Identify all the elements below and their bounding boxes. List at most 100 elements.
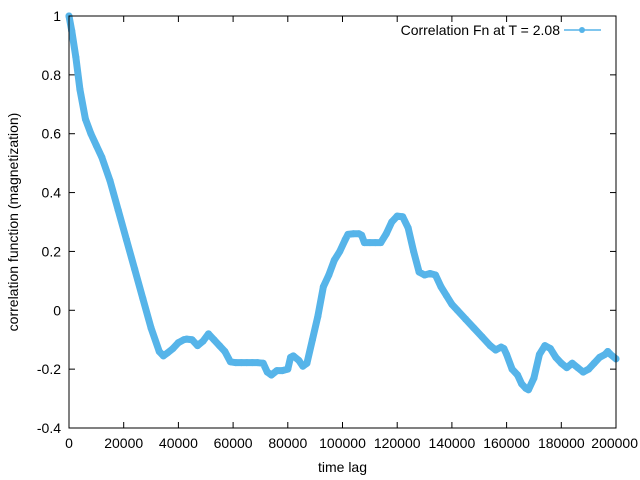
data-point: [518, 380, 526, 388]
data-point: [448, 300, 456, 308]
data-point: [106, 177, 114, 185]
y-tick-label: 0.4: [42, 185, 62, 201]
plot-frame: [68, 15, 617, 429]
data-point: [330, 256, 338, 264]
data-point: [607, 350, 615, 358]
data-point: [336, 247, 344, 255]
data-point: [541, 342, 549, 350]
data-point: [366, 239, 374, 247]
x-tick-label: 60000: [214, 435, 253, 451]
data-point: [163, 349, 171, 357]
data-point: [308, 336, 316, 344]
x-tick-label: 120000: [374, 435, 421, 451]
x-tick-label: 100000: [319, 435, 366, 451]
y-tick-label: 0.8: [42, 67, 62, 83]
data-point: [284, 365, 292, 373]
data-point: [226, 358, 234, 366]
data-point: [399, 213, 407, 221]
x-tick-label: 180000: [538, 435, 585, 451]
data-point: [382, 230, 390, 238]
data-point: [393, 212, 401, 220]
legend-label: Correlation Fn at T = 2.08: [401, 22, 561, 38]
data-point: [131, 265, 139, 273]
x-tick-label: 160000: [483, 435, 530, 451]
data-point: [349, 230, 357, 238]
x-tick-label: 40000: [159, 435, 198, 451]
data-point: [139, 295, 147, 303]
data-point: [204, 330, 212, 338]
x-tick-labels: 0 20000 40000 60000 80000 100000 120000 140000 1…: [65, 435, 638, 451]
data-point: [462, 315, 470, 323]
data-point: [243, 359, 251, 367]
data-point: [470, 324, 478, 332]
x-tick-label: 200000: [591, 435, 638, 451]
y-tick-label: -0.2: [37, 361, 61, 377]
data-point: [237, 359, 245, 367]
data-point: [215, 342, 223, 350]
data-point: [147, 324, 155, 332]
data-point: [194, 342, 202, 350]
data-point: [574, 364, 582, 372]
data-point: [169, 345, 177, 353]
data-point: [568, 359, 576, 367]
data-point: [514, 371, 522, 379]
data-point: [415, 268, 423, 276]
data-point: [92, 141, 100, 149]
data-point: [453, 306, 461, 314]
data-point: [273, 367, 281, 375]
data-point: [221, 347, 229, 355]
legend-marker: [579, 27, 585, 33]
data-point: [68, 27, 76, 35]
data-point: [232, 359, 240, 367]
y-tick-label: 1: [53, 8, 61, 24]
data-point: [557, 359, 565, 367]
legend: Correlation Fn at T = 2.08: [401, 22, 601, 38]
data-point: [508, 365, 516, 373]
series-line: [65, 12, 620, 394]
data-point: [579, 368, 587, 376]
data-point: [174, 339, 182, 347]
series-points: [65, 12, 620, 394]
data-point: [478, 333, 486, 341]
y-tick-label: 0: [53, 302, 61, 318]
data-point: [530, 374, 538, 382]
y-tick-label: 0.2: [42, 243, 62, 259]
y-axis-title: correlation function (magnetization): [5, 113, 21, 332]
data-point: [248, 359, 256, 367]
data-point: [81, 115, 89, 123]
data-point: [254, 359, 262, 367]
data-point: [358, 231, 366, 239]
data-point: [314, 312, 322, 320]
data-point: [596, 353, 604, 361]
data-point: [535, 350, 543, 358]
data-point: [122, 236, 130, 244]
data-point: [259, 359, 267, 367]
x-tick-label: 0: [65, 435, 73, 451]
data-point: [552, 353, 560, 361]
data-point: [371, 239, 379, 247]
data-point: [442, 292, 450, 300]
data-point: [344, 230, 352, 238]
data-point: [114, 206, 122, 214]
data-point: [404, 224, 412, 232]
data-point: [188, 336, 196, 344]
data-point: [210, 336, 218, 344]
data-point: [199, 337, 207, 345]
data-point: [585, 365, 593, 373]
data-point: [76, 86, 84, 94]
data-point: [590, 359, 598, 367]
x-axis-title: time lag: [318, 459, 367, 475]
data-point: [431, 271, 439, 279]
data-point: [503, 350, 511, 358]
data-point: [278, 367, 286, 375]
data-point: [500, 345, 508, 353]
data-point: [524, 386, 532, 394]
data-point: [87, 130, 95, 138]
y-tick-label: -0.4: [37, 420, 61, 436]
data-point: [426, 270, 434, 277]
data-point: [289, 352, 297, 360]
data-point: [72, 53, 80, 61]
data-point: [319, 283, 327, 291]
data-point: [303, 359, 311, 367]
